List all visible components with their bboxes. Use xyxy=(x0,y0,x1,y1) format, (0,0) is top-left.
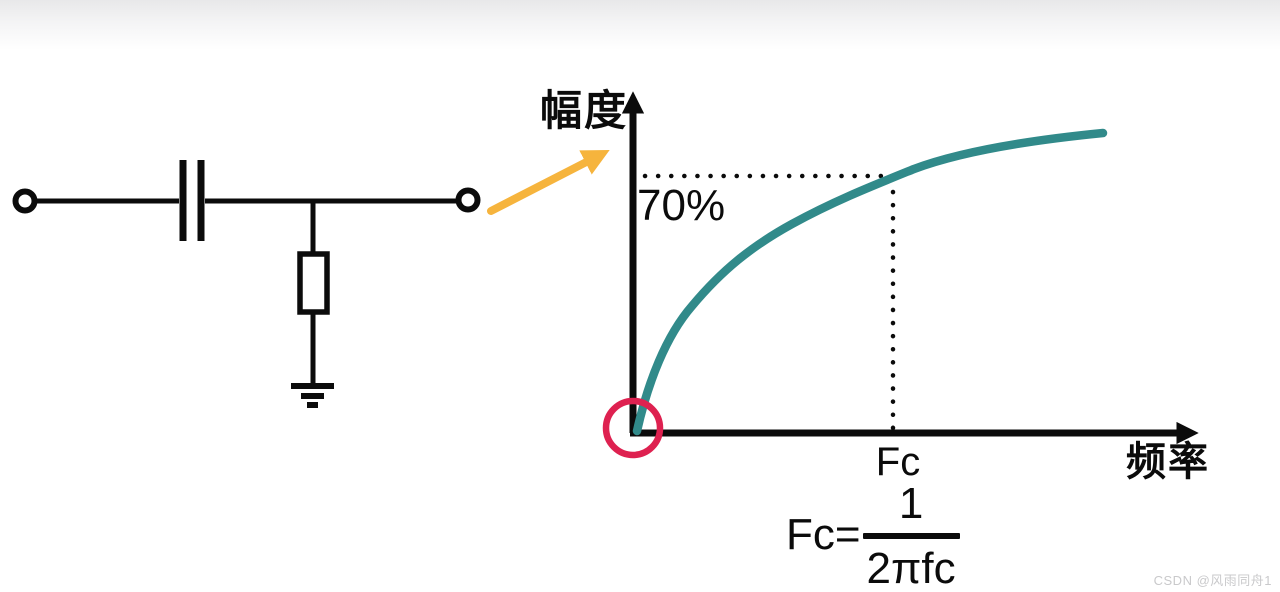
amplitude-axis-label: 幅度 xyxy=(540,87,629,134)
ground-symbol xyxy=(291,383,334,408)
reference-level-label: 70% xyxy=(637,181,726,230)
formula-fraction-bar xyxy=(862,533,960,539)
cutoff-frequency-label: Fc xyxy=(875,440,921,484)
input-terminal xyxy=(12,188,38,214)
response-chart xyxy=(602,91,1199,459)
formula-numerator: 1 xyxy=(898,479,924,528)
pointer-arrow xyxy=(487,150,610,215)
formula-fraction: 1 2πfc xyxy=(862,479,960,592)
resistor xyxy=(297,251,330,315)
capacitor xyxy=(179,160,205,241)
cutoff-formula: Fc= 1 2πfc xyxy=(786,482,960,591)
frequency-axis-label: 频率 xyxy=(1126,440,1210,484)
circuit-diagram xyxy=(12,160,481,408)
response-curve xyxy=(632,128,1108,436)
origin-highlight-circle xyxy=(602,397,664,459)
watermark: CSDN @风雨同舟1 xyxy=(1153,573,1272,588)
formula-denominator: 2πfc xyxy=(866,544,956,592)
output-terminal xyxy=(455,187,481,213)
formula-lhs: Fc= xyxy=(786,509,861,559)
